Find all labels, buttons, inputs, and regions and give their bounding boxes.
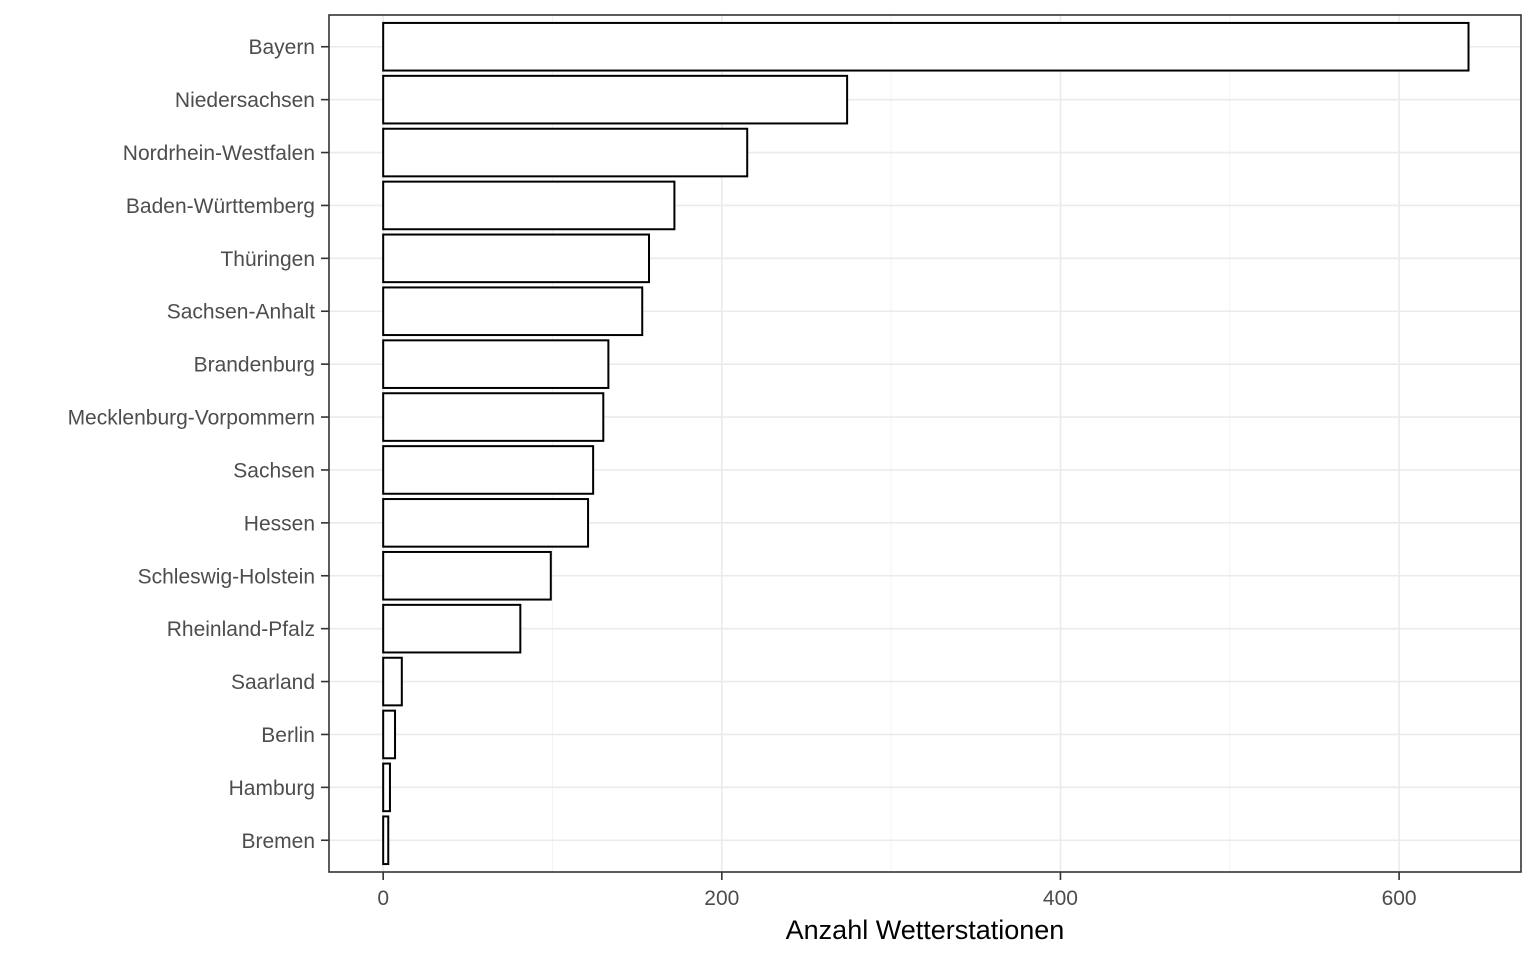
y-tick-label: Rheinland-Pfalz bbox=[167, 618, 315, 641]
bar bbox=[382, 127, 749, 178]
bar bbox=[382, 603, 522, 654]
y-tick-label: Saarland bbox=[231, 671, 315, 694]
bar bbox=[382, 392, 605, 442]
bar bbox=[382, 498, 590, 548]
y-tick-label: Berlin bbox=[261, 724, 315, 747]
bar bbox=[382, 762, 391, 813]
bar bbox=[382, 21, 1470, 72]
bar bbox=[382, 74, 849, 125]
bar bbox=[382, 286, 644, 337]
bar bbox=[382, 656, 403, 707]
y-tick-label: Niedersachsen bbox=[175, 89, 315, 112]
y-tick-label: Baden-Württemberg bbox=[126, 195, 315, 218]
y-axis: Bayern Niedersachsen Nordrhein-Westfalen Ba… bbox=[68, 36, 329, 853]
y-tick-label: Thüringen bbox=[220, 248, 315, 271]
bar bbox=[382, 180, 676, 231]
plot-panel-border bbox=[328, 14, 1522, 873]
bar bbox=[382, 445, 595, 495]
y-tick-label: Sachsen-Anhalt bbox=[167, 301, 315, 324]
y-tick-label: Hamburg bbox=[229, 777, 315, 800]
bar bbox=[382, 815, 390, 866]
bar bbox=[382, 709, 397, 760]
x-tick-label: 600 bbox=[1382, 887, 1417, 910]
x-axis: 0 200 400 600 bbox=[377, 872, 1417, 910]
y-tick-label: Sachsen bbox=[233, 459, 315, 482]
y-tick-label: Bremen bbox=[241, 830, 315, 853]
bar bbox=[382, 233, 651, 284]
x-tick-label: 200 bbox=[704, 887, 739, 910]
bar bbox=[382, 339, 610, 389]
x-tick-label: 0 bbox=[377, 887, 389, 910]
y-tick-label: Nordrhein-Westfalen bbox=[123, 142, 315, 165]
x-axis-title: Anzahl Wetterstationen bbox=[786, 915, 1065, 945]
y-tick-label: Bayern bbox=[248, 36, 315, 59]
y-tick-label: Schleswig-Holstein bbox=[138, 565, 315, 588]
x-tick-label: 400 bbox=[1043, 887, 1078, 910]
y-tick-label: Mecklenburg-Vorpommern bbox=[68, 407, 315, 430]
bar-layer bbox=[382, 21, 1470, 866]
y-tick-label: Hessen bbox=[244, 512, 315, 535]
bar bbox=[382, 550, 552, 601]
y-tick-label: Brandenburg bbox=[194, 354, 315, 377]
